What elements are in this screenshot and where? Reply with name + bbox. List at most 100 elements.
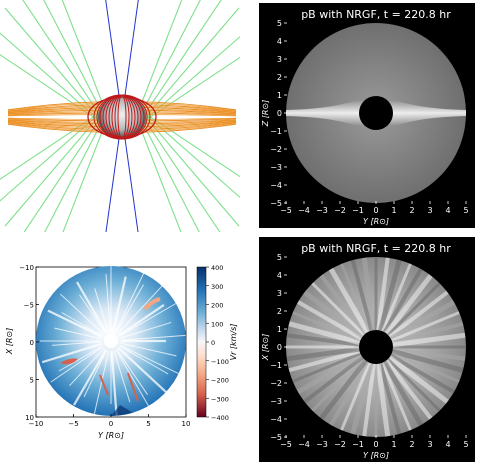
vr-streamer (47, 309, 103, 338)
y-tick-label: −4 (270, 181, 282, 190)
x-tick-label: 5 (146, 420, 150, 428)
pb-polar-xlabel: Y [R⊙] (363, 451, 389, 460)
colorbar-tick-label: −200 (211, 377, 229, 385)
vr-x-axis: −10 −5 0 5 10 (29, 414, 191, 428)
colorbar-tick-label: 200 (211, 302, 223, 310)
coronal-ray (387, 355, 453, 407)
x-tick-label: 5 (463, 440, 468, 449)
coronal-ray (377, 257, 404, 332)
green-field-line (22, 0, 111, 132)
vr-streamer (83, 349, 108, 398)
vr-colorbar (196, 266, 207, 418)
y-tick-label: −1 (270, 361, 282, 370)
y-tick-label: −3 (270, 397, 282, 406)
coronal-ray (286, 319, 361, 346)
vr-streamer (120, 342, 177, 357)
red-field-line (87, 96, 157, 138)
red-field-line (93, 94, 151, 140)
x-tick-label: −5 (68, 420, 78, 428)
colorbar-tick-label: 400 (211, 264, 223, 272)
x-tick-label: −4 (298, 440, 310, 449)
vr-xlabel: Y [R⊙] (98, 431, 124, 440)
pb-equatorial-xlabel: Y [R⊙] (363, 217, 389, 226)
y-tick-label: −5 (270, 433, 282, 442)
coronal-ray (378, 362, 403, 437)
coronal-ray (299, 287, 365, 339)
closed-field-lines-red (87, 94, 157, 140)
y-tick-label: 0 (277, 343, 282, 352)
pb-polar-y-axis: 5 4 3 2 1 0 −1 −2 −3 −4 −5 (270, 253, 287, 442)
coronal-ray (361, 363, 376, 437)
coronal-ray (389, 353, 460, 397)
vr-map-plot: −10 −5 0 5 10 −10 −5 0 5 10 Y [R⊙] X [R⊙] 400 300… (5, 264, 238, 440)
vr-streamer (116, 348, 149, 395)
colorbar-tick-label: 300 (211, 283, 223, 291)
y-tick-label: 5 (277, 253, 282, 262)
vr-streamer (120, 334, 186, 341)
coronal-ray (375, 363, 391, 437)
x-tick-label: 10 (182, 420, 191, 428)
coronal-ray (376, 257, 391, 331)
y-tick-label: 3 (277, 289, 282, 298)
coronal-ray (299, 355, 364, 407)
colorbar-tick-label: −100 (211, 358, 229, 366)
coronal-ray (338, 258, 371, 332)
colorbar-tick-label: 100 (211, 320, 223, 328)
occulter-disk-polar (359, 330, 393, 364)
coronal-ray (338, 362, 371, 436)
x-tick-label: −1 (352, 440, 364, 449)
x-tick-label: 1 (391, 440, 396, 449)
x-tick-label: 2 (409, 440, 414, 449)
x-tick-label: 3 (427, 206, 432, 215)
y-tick-label: 1 (277, 325, 282, 334)
coronal-ray (286, 346, 360, 362)
vr-inner-sun (104, 334, 118, 348)
x-tick-label: −3 (316, 440, 328, 449)
vr-streamer (112, 276, 127, 332)
x-tick-label: 1 (391, 206, 396, 215)
vr-colorbar-label: Vr [km/s] (229, 324, 238, 361)
y-tick-label: −5 (24, 302, 34, 310)
coronal-ray (391, 320, 466, 345)
coronal-ray (307, 357, 366, 416)
green-field-line (133, 102, 221, 232)
y-tick-label: 10 (25, 414, 34, 422)
vr-streamer (114, 270, 146, 333)
x-tick-label: 0 (373, 440, 378, 449)
vr-ylabel: X [R⊙] (5, 328, 14, 356)
x-tick-label: −4 (298, 206, 310, 215)
coronal-ray (392, 347, 466, 362)
vr-streamer (120, 321, 172, 339)
vr-streamer (117, 284, 164, 335)
x-tick-label: 5 (463, 206, 468, 215)
x-tick-label: −1 (352, 206, 364, 215)
y-tick-label: 5 (30, 377, 34, 385)
coronal-ray (286, 349, 361, 374)
vr-streamer (119, 345, 169, 375)
pb-equatorial-x-axis: −5 −4 −3 −2 −1 0 1 2 3 4 5 (280, 201, 469, 215)
coronal-ray (349, 257, 374, 332)
colorbar-tick-label: −400 (211, 414, 229, 422)
vr-streamer (117, 346, 169, 395)
y-tick-label: 0 (277, 109, 282, 118)
field-line-rendering (0, 0, 240, 232)
coronal-ray (286, 332, 360, 347)
vr-y-axis: −10 −5 0 5 10 (19, 264, 39, 422)
x-tick-label: 4 (445, 206, 450, 215)
y-tick-label: −2 (270, 379, 282, 388)
vr-colorbar-ticks: 400 300 200 100 0 −100 −200 −300 −400 (206, 264, 229, 422)
vr-streamer (94, 288, 109, 332)
y-tick-label: 4 (277, 37, 282, 46)
x-tick-label: −5 (280, 440, 292, 449)
y-tick-label: 4 (277, 271, 282, 280)
coronal-ray (316, 358, 368, 424)
x-tick-label: −10 (29, 420, 44, 428)
green-field-line (133, 0, 222, 132)
pb-polar-plot: pB with NRGF, t = 220.8 hr −5 −4 −3 −2 −1 0 1 2… (261, 242, 469, 460)
x-tick-label: 0 (373, 206, 378, 215)
vr-streamer (118, 304, 165, 337)
vr-streamer (105, 274, 111, 332)
y-tick-label: 2 (277, 73, 282, 82)
y-tick-label: −1 (270, 127, 282, 136)
colorbar-tick-label: 0 (211, 339, 215, 347)
